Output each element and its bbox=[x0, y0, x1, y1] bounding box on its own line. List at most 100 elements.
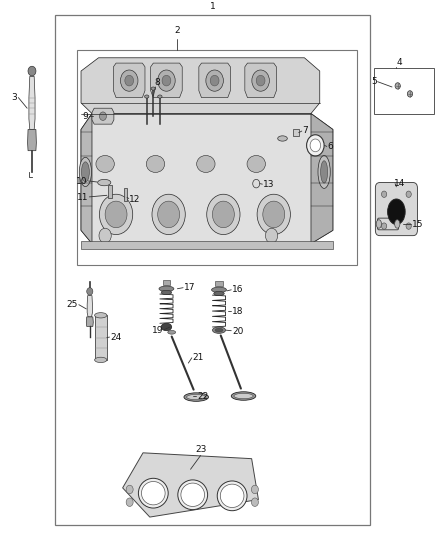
Text: 23: 23 bbox=[195, 446, 206, 455]
Polygon shape bbox=[123, 453, 258, 517]
Ellipse shape bbox=[215, 328, 223, 332]
Circle shape bbox=[105, 201, 127, 228]
Text: 3: 3 bbox=[12, 93, 18, 102]
Text: 4: 4 bbox=[396, 58, 402, 67]
Ellipse shape bbox=[159, 286, 174, 292]
Circle shape bbox=[251, 485, 258, 494]
Ellipse shape bbox=[138, 478, 168, 508]
Ellipse shape bbox=[395, 220, 400, 228]
Ellipse shape bbox=[376, 220, 381, 228]
Text: 6: 6 bbox=[328, 142, 333, 151]
Circle shape bbox=[162, 75, 171, 86]
Ellipse shape bbox=[234, 393, 253, 399]
Circle shape bbox=[28, 66, 36, 76]
Circle shape bbox=[126, 485, 133, 494]
Ellipse shape bbox=[95, 357, 107, 362]
FancyBboxPatch shape bbox=[375, 183, 417, 236]
Text: 14: 14 bbox=[394, 179, 406, 188]
Bar bbox=[374, 68, 434, 114]
Circle shape bbox=[99, 228, 111, 243]
Ellipse shape bbox=[214, 292, 224, 296]
Text: 22: 22 bbox=[197, 392, 208, 400]
Ellipse shape bbox=[158, 95, 162, 98]
Ellipse shape bbox=[187, 394, 206, 400]
Circle shape bbox=[158, 70, 175, 91]
Ellipse shape bbox=[407, 91, 413, 97]
Polygon shape bbox=[81, 58, 320, 114]
Ellipse shape bbox=[151, 87, 155, 90]
Circle shape bbox=[99, 112, 106, 120]
Text: 10: 10 bbox=[76, 177, 88, 186]
Polygon shape bbox=[245, 63, 276, 98]
Text: 24: 24 bbox=[110, 333, 122, 342]
Ellipse shape bbox=[278, 136, 287, 141]
Ellipse shape bbox=[161, 323, 172, 330]
Ellipse shape bbox=[96, 156, 114, 173]
Ellipse shape bbox=[217, 481, 247, 511]
Circle shape bbox=[252, 70, 269, 91]
Circle shape bbox=[210, 75, 219, 86]
Ellipse shape bbox=[168, 330, 176, 334]
Bar bbox=[124, 188, 127, 201]
Circle shape bbox=[265, 228, 278, 243]
Circle shape bbox=[253, 180, 260, 188]
Bar bbox=[293, 130, 299, 136]
Text: 15: 15 bbox=[412, 220, 423, 229]
Ellipse shape bbox=[146, 156, 165, 173]
Circle shape bbox=[406, 191, 411, 197]
FancyBboxPatch shape bbox=[378, 218, 399, 230]
Ellipse shape bbox=[141, 481, 165, 505]
Polygon shape bbox=[311, 114, 333, 244]
Ellipse shape bbox=[81, 162, 89, 182]
Text: 25: 25 bbox=[67, 300, 78, 309]
Circle shape bbox=[87, 288, 93, 295]
Polygon shape bbox=[87, 296, 92, 317]
Ellipse shape bbox=[98, 180, 111, 185]
Polygon shape bbox=[29, 76, 35, 130]
Polygon shape bbox=[81, 114, 92, 244]
Text: 1: 1 bbox=[209, 2, 215, 11]
Circle shape bbox=[126, 498, 133, 506]
Ellipse shape bbox=[212, 287, 226, 293]
Bar bbox=[77, 50, 357, 265]
Circle shape bbox=[257, 194, 290, 235]
Text: 9: 9 bbox=[83, 112, 88, 120]
Polygon shape bbox=[113, 63, 145, 98]
Text: 18: 18 bbox=[232, 306, 244, 316]
Text: 17: 17 bbox=[184, 283, 195, 292]
Text: 5: 5 bbox=[371, 77, 377, 86]
Text: 12: 12 bbox=[129, 195, 141, 204]
Text: 2: 2 bbox=[175, 26, 180, 35]
Bar bbox=[108, 184, 112, 198]
Ellipse shape bbox=[231, 392, 256, 400]
Text: 21: 21 bbox=[193, 353, 204, 362]
Bar bbox=[55, 15, 370, 525]
Circle shape bbox=[212, 201, 234, 228]
Circle shape bbox=[207, 194, 240, 235]
Circle shape bbox=[120, 70, 138, 91]
Ellipse shape bbox=[161, 290, 172, 295]
Ellipse shape bbox=[220, 484, 244, 507]
Polygon shape bbox=[199, 63, 230, 98]
Polygon shape bbox=[28, 130, 36, 151]
Circle shape bbox=[125, 75, 134, 86]
Ellipse shape bbox=[318, 156, 330, 188]
Ellipse shape bbox=[95, 313, 107, 318]
Polygon shape bbox=[92, 108, 114, 124]
Ellipse shape bbox=[181, 483, 205, 506]
Circle shape bbox=[307, 135, 324, 156]
Circle shape bbox=[406, 223, 411, 229]
Circle shape bbox=[206, 70, 223, 91]
Ellipse shape bbox=[388, 199, 405, 224]
Text: 7: 7 bbox=[302, 126, 308, 135]
Polygon shape bbox=[81, 114, 333, 244]
Polygon shape bbox=[151, 63, 182, 98]
Bar bbox=[95, 316, 107, 360]
Ellipse shape bbox=[178, 480, 208, 510]
Circle shape bbox=[381, 191, 387, 197]
Bar bbox=[81, 241, 333, 249]
Circle shape bbox=[251, 498, 258, 506]
Circle shape bbox=[99, 194, 133, 235]
Ellipse shape bbox=[321, 161, 328, 183]
Polygon shape bbox=[86, 317, 93, 326]
